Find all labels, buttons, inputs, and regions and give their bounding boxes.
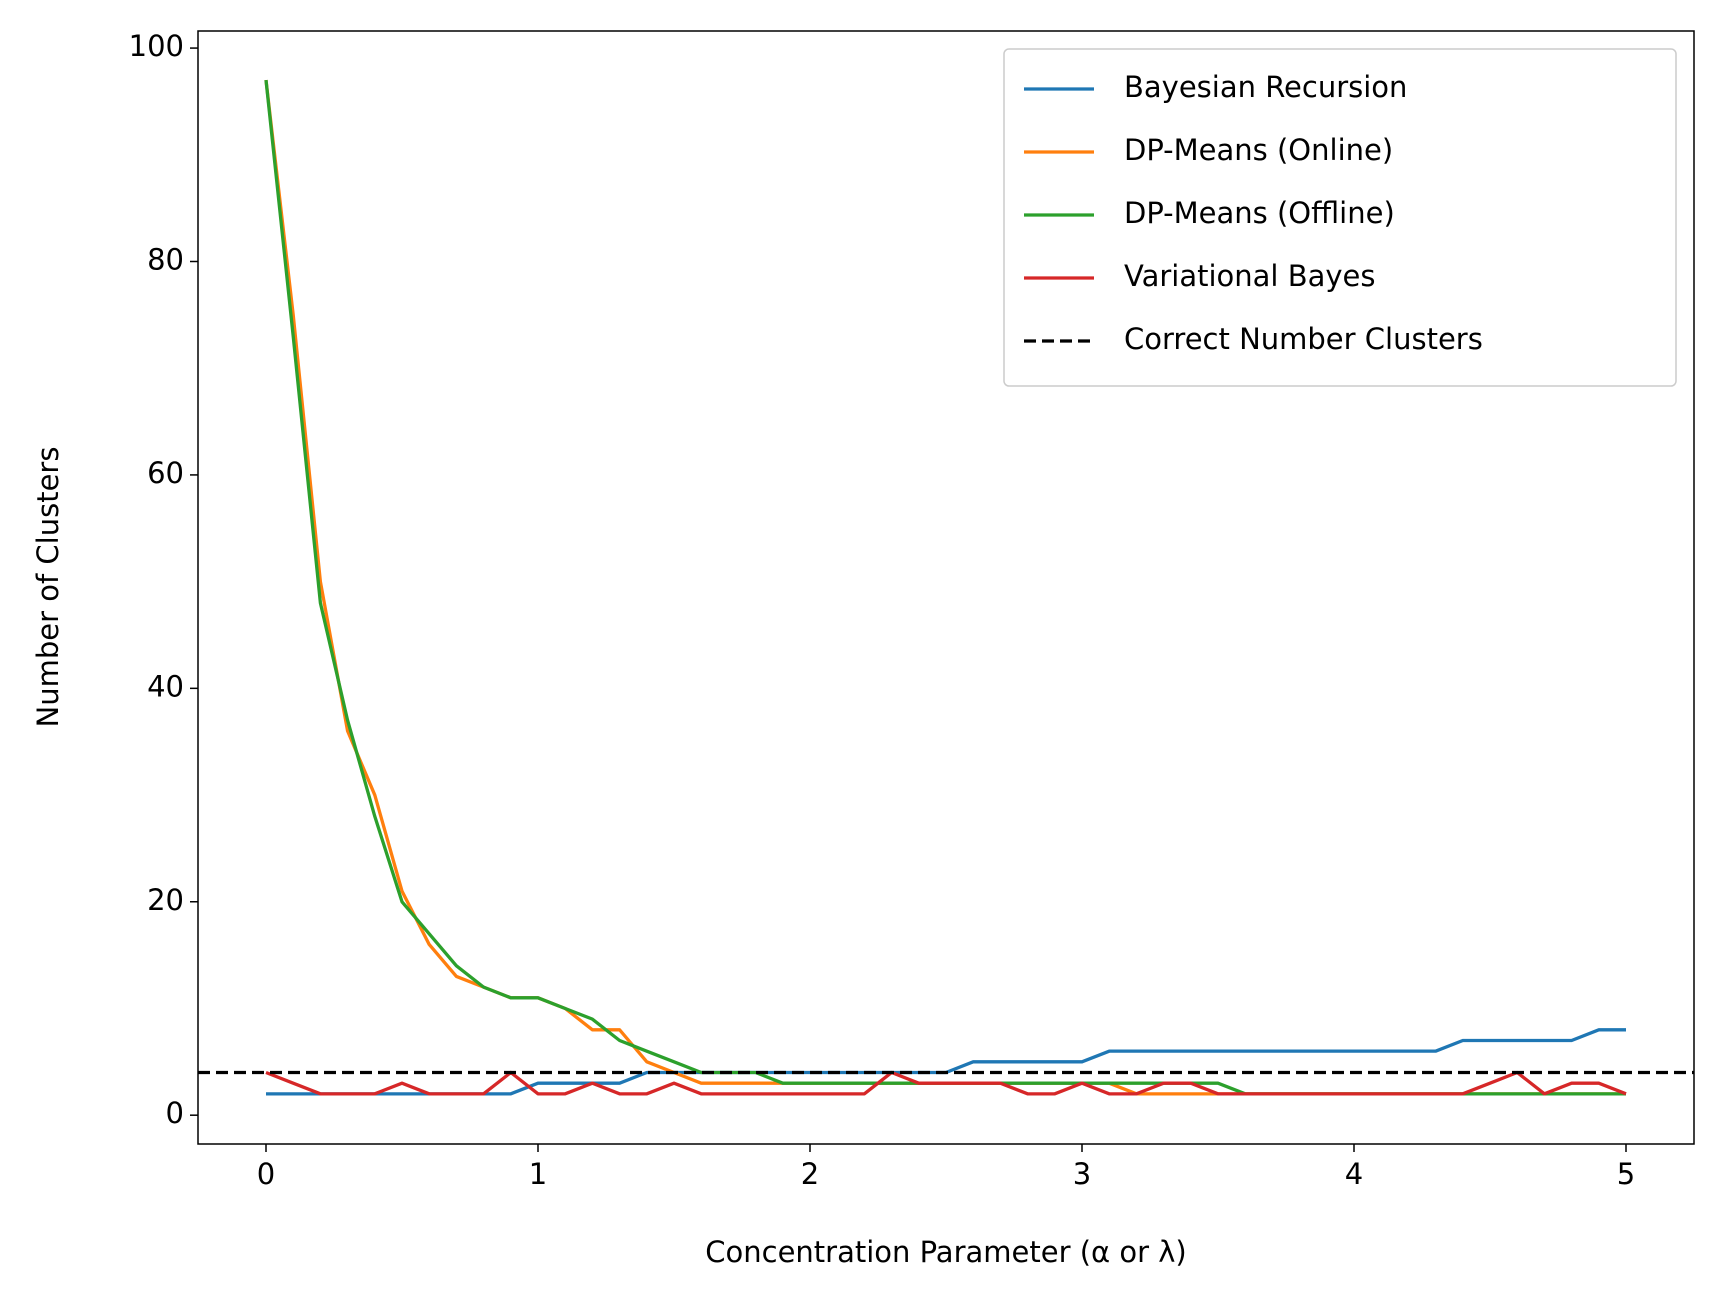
y-tick-label: 0 — [166, 1096, 184, 1130]
y-tick-label: 100 — [129, 29, 184, 63]
x-axis-label: Concentration Parameter (α or λ) — [705, 1235, 1186, 1269]
y-tick-label: 60 — [147, 456, 184, 490]
y-axis-label: Number of Clusters — [31, 447, 65, 728]
legend-label: Bayesian Recursion — [1124, 70, 1407, 104]
series-line — [265, 1070, 1627, 1096]
x-tick-label: 3 — [1073, 1157, 1091, 1191]
x-tick-label: 2 — [801, 1157, 819, 1191]
plot-frame — [197, 30, 1695, 1145]
legend-label: DP-Means (Online) — [1124, 133, 1393, 167]
legend-label: Correct Number Clusters — [1124, 322, 1483, 356]
y-tick-label: 80 — [147, 242, 184, 276]
x-tick-label: 5 — [1617, 1157, 1635, 1191]
y-tick-label: 40 — [147, 669, 184, 703]
legend-label: DP-Means (Offline) — [1124, 196, 1395, 230]
y-tick-label: 20 — [147, 883, 184, 917]
legend-box — [1003, 48, 1677, 387]
x-tick-label: 0 — [257, 1157, 275, 1191]
legend-label: Variational Bayes — [1124, 259, 1375, 293]
x-tick-label: 1 — [529, 1157, 547, 1191]
x-tick-label: 4 — [1345, 1157, 1363, 1191]
